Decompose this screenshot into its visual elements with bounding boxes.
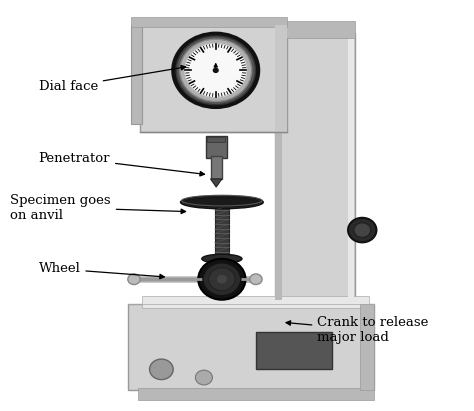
Text: Crank to release
major load: Crank to release major load [286, 316, 428, 344]
Bar [215, 202, 229, 259]
Circle shape [213, 68, 218, 72]
Circle shape [195, 370, 212, 385]
Bar [131, 17, 287, 27]
Ellipse shape [184, 197, 260, 207]
Text: Penetrator: Penetrator [38, 152, 204, 176]
Bar [275, 33, 355, 300]
Circle shape [128, 274, 140, 284]
Bar [128, 304, 374, 390]
Bar [207, 137, 225, 142]
Bar [138, 388, 374, 400]
Circle shape [176, 36, 255, 105]
Circle shape [150, 359, 173, 380]
Ellipse shape [181, 196, 263, 209]
Bar [275, 21, 355, 37]
Circle shape [250, 274, 262, 284]
Text: Dial face: Dial face [38, 65, 186, 93]
Bar [256, 332, 331, 369]
Circle shape [348, 218, 376, 242]
Circle shape [209, 268, 235, 291]
Text: Specimen goes
on anvil: Specimen goes on anvil [10, 194, 185, 222]
Bar [206, 136, 227, 158]
Bar [143, 296, 369, 308]
Bar [275, 33, 282, 300]
Bar [348, 33, 354, 300]
Polygon shape [210, 179, 222, 187]
Bar [131, 25, 143, 124]
Bar [360, 304, 374, 390]
Circle shape [216, 274, 228, 284]
Circle shape [354, 223, 371, 238]
Bar [140, 25, 287, 132]
Circle shape [198, 259, 246, 300]
Bar [210, 156, 222, 179]
Ellipse shape [202, 254, 242, 263]
Circle shape [180, 39, 252, 102]
Circle shape [203, 263, 241, 296]
Circle shape [172, 32, 259, 108]
Text: Wheel: Wheel [38, 263, 164, 279]
Circle shape [184, 43, 247, 97]
Bar [275, 25, 287, 132]
